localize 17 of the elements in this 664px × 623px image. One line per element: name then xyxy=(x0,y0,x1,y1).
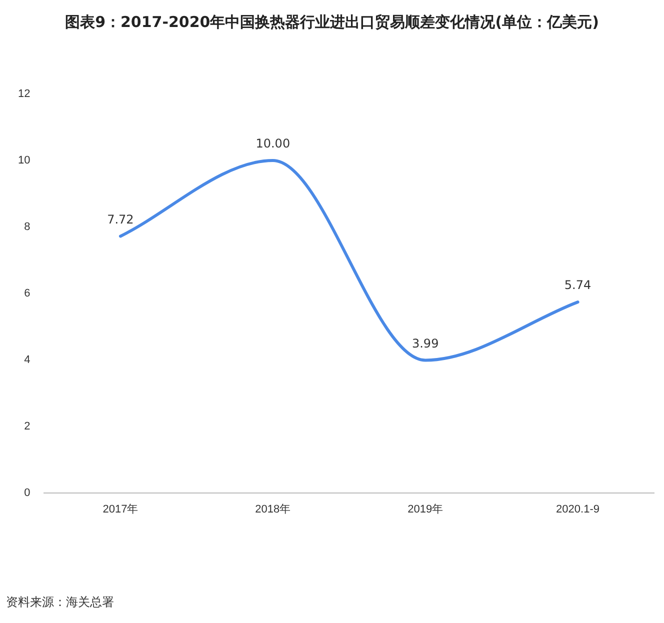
text: 3.99 xyxy=(412,336,439,350)
x-tick-label: 2017年 xyxy=(102,503,138,516)
y-tick-label: 10 xyxy=(18,154,30,166)
y-tick-label: 12 xyxy=(18,88,30,100)
text: 资料来源：海关总署 xyxy=(6,594,114,611)
y-tick-label: 8 xyxy=(24,220,30,233)
text: 5.74 xyxy=(564,278,592,292)
y-tick-label: 6 xyxy=(24,287,30,300)
text: 7.72 xyxy=(107,212,134,226)
x-tick-label: 2020.1-9 xyxy=(556,503,600,516)
y-tick-label: 4 xyxy=(24,354,30,366)
chart-title: 图表9：2017-2020年中国换热器行业进出口贸易顺差变化情况(单位：亿美元) xyxy=(64,12,600,33)
y-tick-label: 0 xyxy=(24,486,30,499)
y-tick-label: 2 xyxy=(24,420,30,432)
x-tick-label: 2018年 xyxy=(255,503,291,516)
x-tick-label: 2019年 xyxy=(408,503,444,516)
text: 10.00 xyxy=(256,136,290,151)
